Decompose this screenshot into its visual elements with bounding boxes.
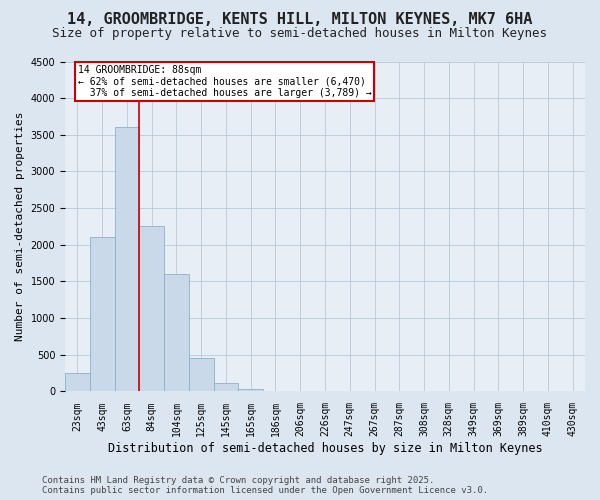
Bar: [189, 358, 214, 392]
Bar: [90, 238, 115, 392]
Bar: [139, 226, 164, 392]
Bar: [164, 274, 189, 392]
X-axis label: Distribution of semi-detached houses by size in Milton Keynes: Distribution of semi-detached houses by …: [108, 442, 542, 455]
Text: Contains HM Land Registry data © Crown copyright and database right 2025.
Contai: Contains HM Land Registry data © Crown c…: [42, 476, 488, 495]
Text: 14 GROOMBRIDGE: 88sqm
← 62% of semi-detached houses are smaller (6,470)
  37% of: 14 GROOMBRIDGE: 88sqm ← 62% of semi-deta…: [77, 65, 371, 98]
Bar: [214, 382, 238, 392]
Bar: [115, 128, 139, 392]
Text: Size of property relative to semi-detached houses in Milton Keynes: Size of property relative to semi-detach…: [53, 28, 548, 40]
Bar: [65, 373, 90, 392]
Y-axis label: Number of semi-detached properties: Number of semi-detached properties: [15, 112, 25, 341]
Text: 14, GROOMBRIDGE, KENTS HILL, MILTON KEYNES, MK7 6HA: 14, GROOMBRIDGE, KENTS HILL, MILTON KEYN…: [67, 12, 533, 28]
Bar: [238, 390, 263, 392]
